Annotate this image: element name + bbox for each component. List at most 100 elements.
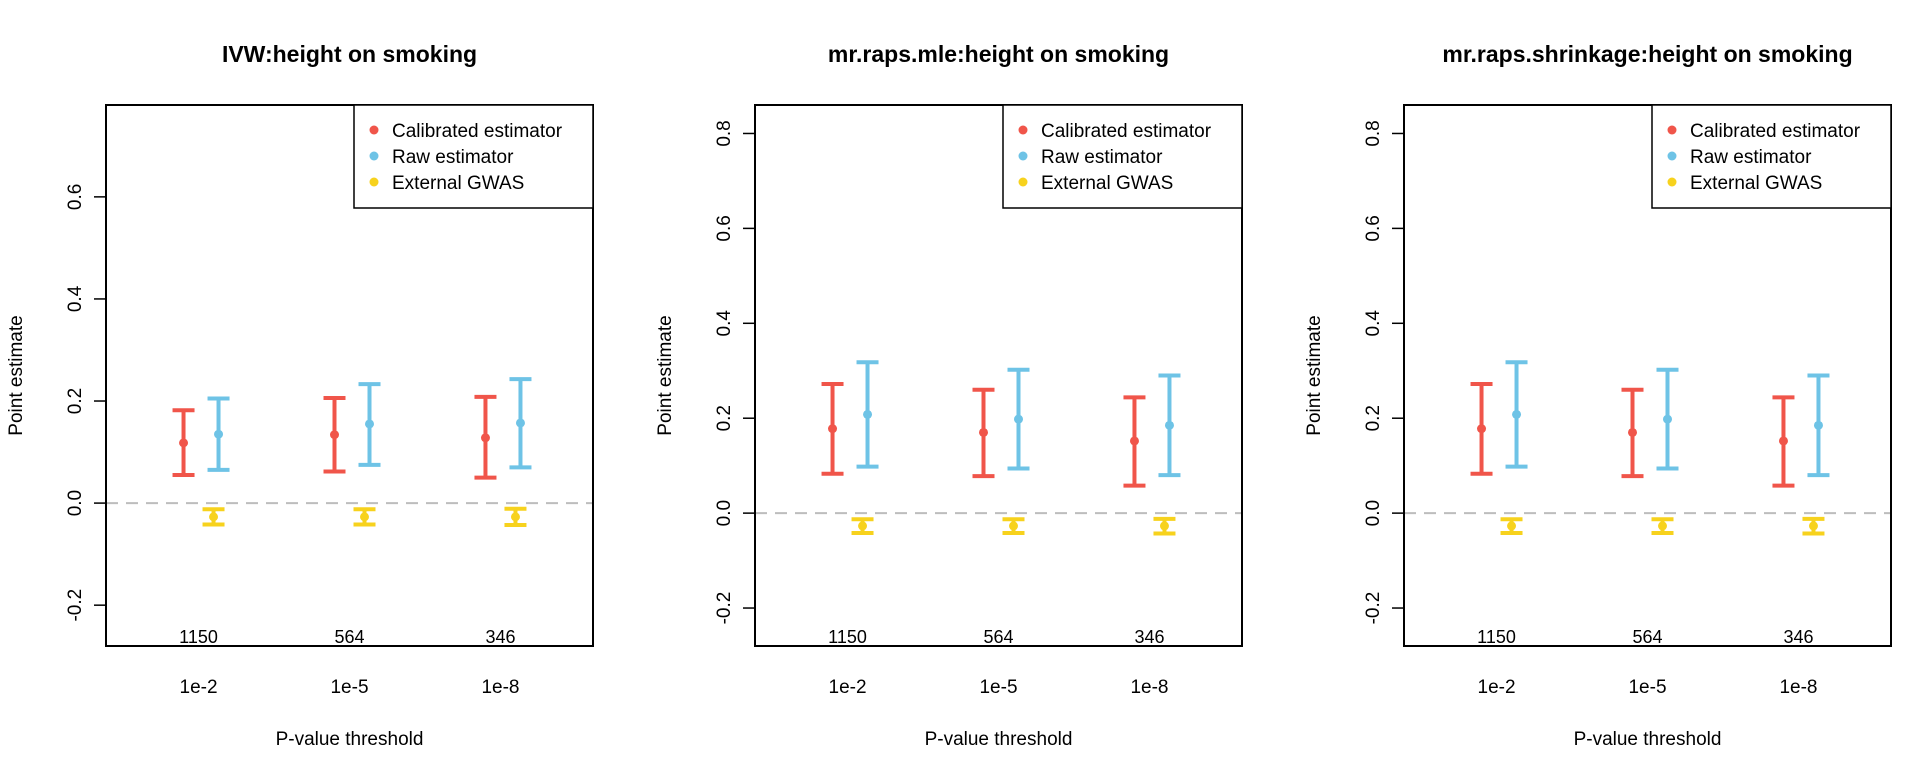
- legend-marker: [369, 151, 379, 161]
- x-tick-label: 1e-2: [1478, 677, 1516, 698]
- legend-marker: [369, 125, 379, 135]
- point-estimate: [360, 512, 369, 522]
- errorbar-external: [1002, 517, 1025, 536]
- legend-marker: [1667, 125, 1677, 135]
- y-tick-label: 0.8: [714, 120, 735, 146]
- y-tick-label: 0.0: [65, 490, 86, 516]
- snp-count-label: 346: [485, 627, 515, 647]
- errorbar-calibrated: [1470, 382, 1493, 476]
- point-estimate: [1658, 521, 1667, 531]
- x-axis-label: P-value threshold: [1574, 729, 1722, 750]
- legend: Calibrated estimator Raw estimator Externa…: [353, 104, 594, 209]
- errorbar-external: [353, 507, 376, 527]
- legend-label: Raw estimator: [1690, 147, 1812, 168]
- y-tick-label: 0.4: [714, 310, 735, 337]
- chart-title: IVW:height on smoking: [222, 41, 477, 67]
- chart-panel-1: IVW:height on smoking -0.2 0.0 0.2 0.4 0.6 Poi…: [6, 41, 594, 750]
- x-tick-label: 1e-8: [1130, 677, 1168, 698]
- point-estimate: [828, 424, 838, 434]
- y-tick-label: 0.4: [65, 285, 86, 312]
- errorbar-raw: [1656, 367, 1679, 471]
- errorbar-external: [202, 507, 225, 527]
- x-tick-label: 1e-2: [180, 677, 218, 698]
- point-estimate: [1512, 409, 1522, 419]
- point-estimate: [858, 521, 868, 531]
- y-axis-label: Point estimate: [6, 315, 27, 435]
- y-axis-label: Point estimate: [1304, 315, 1325, 435]
- chart-title: mr.raps.shrinkage:height on smoking: [1442, 41, 1852, 67]
- point-estimate: [179, 438, 189, 448]
- point-estimate: [209, 512, 219, 522]
- point-estimate: [1164, 420, 1174, 430]
- y-tick-label: 0.2: [65, 388, 86, 414]
- legend-box: [1002, 104, 1243, 209]
- y-tick-label: 0.0: [714, 500, 735, 526]
- legend-label: Calibrated estimator: [392, 121, 563, 142]
- snp-count-label: 564: [983, 627, 1013, 647]
- y-tick-label: 0.2: [1363, 405, 1384, 431]
- y-tick-label: 0.8: [1363, 120, 1384, 146]
- point-estimate: [863, 409, 873, 419]
- x-axis-label: P-value threshold: [925, 729, 1073, 750]
- errorbar-calibrated: [172, 408, 195, 478]
- x-tick-label: 1e-8: [481, 677, 519, 698]
- errorbar-external: [1500, 517, 1523, 536]
- errorbar-external: [504, 506, 527, 528]
- point-estimate: [1778, 436, 1788, 446]
- legend-label: Calibrated estimator: [1690, 121, 1861, 142]
- y-tick-label: 0.4: [1363, 310, 1384, 337]
- point-estimate: [1014, 414, 1023, 424]
- x-tick-label: 1e-5: [330, 677, 368, 698]
- legend-marker: [1018, 151, 1028, 161]
- errorbar-calibrated: [474, 394, 497, 480]
- errorbar-raw: [207, 396, 230, 472]
- errorbar-raw: [1007, 367, 1030, 471]
- legend: Calibrated estimator Raw estimator Externa…: [1002, 104, 1243, 209]
- errorbar-calibrated: [1621, 387, 1644, 479]
- chart-panel-2: mr.raps.mle:height on smoking -0.2 0.0 0.2 0…: [655, 41, 1243, 750]
- snp-count-label: 346: [1783, 627, 1813, 647]
- legend: Calibrated estimator Raw estimator Externa…: [1651, 104, 1892, 209]
- x-tick-label: 1e-8: [1779, 677, 1817, 698]
- x-tick-label: 1e-5: [979, 677, 1017, 698]
- errorbar-raw: [1158, 373, 1181, 478]
- legend-label: External GWAS: [392, 173, 524, 194]
- legend-box: [353, 104, 594, 209]
- snp-count-label: 1150: [828, 627, 867, 647]
- errorbar-external: [1153, 516, 1176, 536]
- errorbar-raw: [1505, 360, 1528, 469]
- point-estimate: [1009, 521, 1018, 531]
- point-estimate: [1808, 521, 1818, 531]
- x-tick-label: 1e-5: [1628, 677, 1666, 698]
- snp-count-label: 564: [334, 627, 364, 647]
- x-axis-label: P-value threshold: [276, 729, 424, 750]
- snp-count-label: 1150: [1477, 627, 1516, 647]
- errorbar-raw: [1807, 373, 1830, 478]
- y-tick-label: 0.6: [1363, 215, 1384, 241]
- point-estimate: [1129, 436, 1139, 446]
- y-axis-label: Point estimate: [655, 315, 676, 435]
- point-estimate: [510, 512, 520, 522]
- y-tick-label: 0.2: [714, 405, 735, 431]
- errorbar-calibrated: [323, 395, 346, 474]
- errorbar-calibrated: [1123, 395, 1146, 488]
- y-tick-label: -0.2: [714, 592, 735, 625]
- y-tick-label: 0.6: [65, 184, 86, 210]
- errorbar-raw: [509, 377, 532, 470]
- legend-marker: [1018, 177, 1028, 187]
- point-estimate: [330, 430, 339, 440]
- y-tick-label: 0.6: [714, 215, 735, 241]
- point-estimate: [365, 419, 374, 429]
- legend-label: External GWAS: [1690, 173, 1822, 194]
- y-tick-label: -0.2: [65, 589, 86, 622]
- snp-count-label: 346: [1134, 627, 1164, 647]
- errorbar-external: [851, 517, 874, 536]
- point-estimate: [1507, 521, 1517, 531]
- y-tick-label: -0.2: [1363, 592, 1384, 625]
- errorbar-calibrated: [821, 382, 844, 476]
- errorbar-calibrated: [1772, 395, 1795, 488]
- errorbar-external: [1651, 517, 1674, 536]
- point-estimate: [480, 433, 490, 443]
- legend-label: External GWAS: [1041, 173, 1173, 194]
